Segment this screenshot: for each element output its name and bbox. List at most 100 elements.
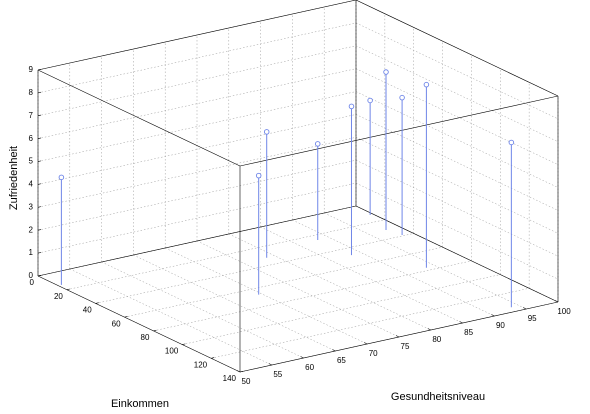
z-tick-label: 0 — [29, 271, 34, 280]
z-tick-label: 6 — [29, 134, 34, 143]
tick-mark — [124, 316, 128, 318]
box-edge — [37, 275, 241, 373]
grid-line — [260, 226, 463, 324]
tick-mark — [37, 69, 42, 71]
grid-line — [182, 274, 501, 345]
y-tick-label: 60 — [112, 319, 121, 328]
x-axis-label: Gesundheitsniveau — [391, 391, 485, 403]
tick-mark — [37, 91, 42, 94]
tick-mark — [153, 329, 157, 332]
grid-line — [324, 212, 527, 310]
box-edge — [37, 69, 241, 167]
grid-line — [355, 91, 559, 188]
stem-marker — [58, 174, 65, 181]
stem-marker — [399, 94, 405, 101]
y-tick-label: 80 — [141, 333, 150, 342]
grid-line — [355, 159, 559, 257]
stem-marker — [255, 172, 262, 179]
stem-marker — [423, 81, 430, 88]
box-edge — [355, 0, 559, 97]
z-tick-label: 9 — [29, 65, 34, 74]
y-tick-label: 20 — [54, 292, 63, 301]
tick-mark — [37, 275, 42, 277]
tick-mark — [236, 370, 241, 373]
y-tick-label: 140 — [223, 374, 237, 383]
x-tick-label: 55 — [273, 370, 282, 379]
tick-mark — [37, 206, 42, 208]
grid-line — [355, 182, 559, 280]
x-tick-label: 90 — [496, 321, 505, 330]
tick-mark — [523, 307, 527, 310]
grid-line — [153, 260, 472, 332]
tick-mark — [395, 335, 400, 338]
tick-mark — [37, 229, 42, 231]
grid-line — [355, 45, 559, 143]
grid-line — [196, 240, 400, 338]
z-tick-label: 5 — [29, 157, 34, 166]
tick-mark — [37, 252, 42, 254]
tick-mark — [459, 321, 463, 324]
y-tick-label: 120 — [194, 360, 208, 369]
x-tick-label: 70 — [369, 349, 378, 358]
grid-line — [37, 45, 357, 117]
grid-line — [101, 261, 304, 359]
grid-line — [355, 22, 559, 120]
z-tick-label: 1 — [29, 248, 34, 257]
y-axis-label: Einkommen — [111, 398, 169, 410]
grid-line — [37, 137, 357, 208]
stem-marker — [508, 139, 515, 146]
box-edge — [355, 205, 559, 303]
grid-line — [355, 114, 559, 211]
grid-line — [211, 288, 530, 359]
x-tick-label: 75 — [401, 342, 410, 351]
grid-line — [165, 247, 368, 345]
tick-mark — [364, 342, 368, 345]
tick-mark — [554, 300, 559, 303]
grid-line — [228, 233, 431, 331]
stem-marker — [314, 141, 321, 147]
tick-mark — [37, 183, 42, 185]
box-edge — [37, 0, 357, 71]
x-tick-label: 50 — [242, 377, 251, 386]
y-tick-label: 0 — [30, 278, 35, 287]
tick-mark — [239, 371, 244, 373]
grid-line — [355, 137, 559, 234]
z-tick-label: 2 — [29, 225, 34, 234]
x-tick-label: 80 — [432, 335, 441, 344]
z-tick-label: 3 — [29, 202, 34, 211]
z-tick-label: 4 — [29, 180, 34, 189]
grid-line — [69, 268, 272, 366]
stem-marker — [263, 129, 270, 135]
box-edge — [37, 205, 357, 277]
z-axis-label: Zufriedenheit — [8, 146, 20, 210]
x-tick-label: 100 — [557, 307, 571, 316]
grid-line — [355, 68, 559, 165]
z-tick-label: 8 — [29, 88, 34, 97]
tick-mark — [427, 328, 431, 331]
box-edge — [239, 95, 559, 167]
grid-line — [292, 219, 495, 317]
grid-line — [37, 182, 357, 254]
y-tick-label: 40 — [83, 306, 92, 315]
grid-line — [133, 254, 336, 352]
tick-mark — [332, 349, 336, 352]
tick-mark — [95, 302, 99, 304]
x-tick-label: 65 — [337, 356, 346, 365]
tick-mark — [268, 363, 272, 366]
tick-mark — [491, 314, 495, 317]
tick-mark — [300, 356, 304, 359]
tick-mark — [37, 137, 42, 139]
tick-mark — [211, 357, 215, 359]
tick-mark — [182, 343, 186, 345]
y-tick-label: 100 — [165, 347, 179, 356]
stem-marker — [383, 69, 389, 75]
x-tick-label: 85 — [464, 328, 473, 337]
x-tick-label: 60 — [305, 363, 314, 372]
stem-marker — [348, 103, 355, 110]
tick-mark — [37, 160, 42, 162]
tick-mark — [66, 288, 70, 291]
z-tick-label: 7 — [29, 111, 34, 120]
tick-mark — [37, 114, 42, 117]
x-tick-label: 95 — [528, 314, 537, 323]
